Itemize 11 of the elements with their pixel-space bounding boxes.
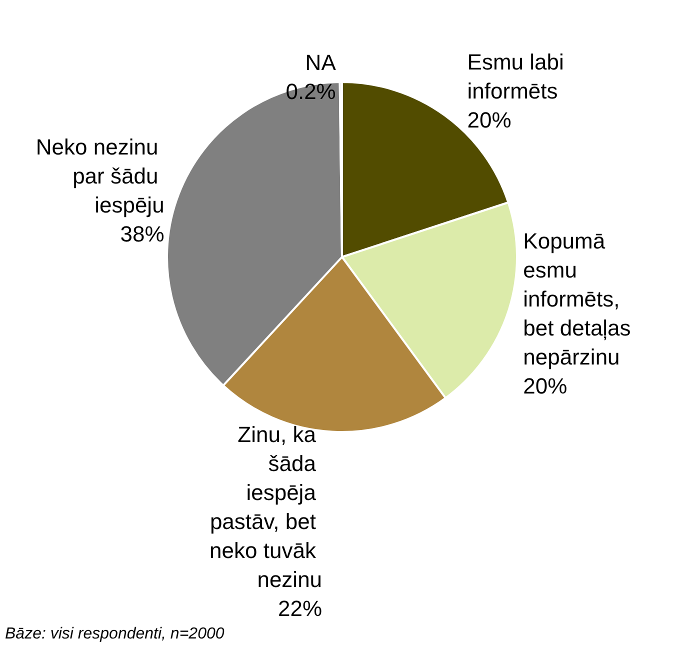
slice-label: Zinu, ka šāda iespēja pastāv, bet neko tuvāk nezinu [210, 422, 322, 592]
data-label: 20% [467, 108, 512, 132]
slice-label: NA [305, 50, 336, 76]
slice-label: Esmu labi informēts [467, 50, 570, 104]
data-label: 0.2% [286, 79, 336, 104]
text: Bāze: visi respondenti, n=2000 [5, 626, 224, 642]
slice-label: Kopumā esmu informēts, bet detaļas nepārzinu [523, 228, 637, 370]
data-label: 22% [278, 596, 322, 622]
data-label: 20% [523, 374, 568, 399]
slice-label: Neko nezinu par šādu iespēju [36, 134, 164, 218]
data-label: 38% [120, 222, 164, 247]
